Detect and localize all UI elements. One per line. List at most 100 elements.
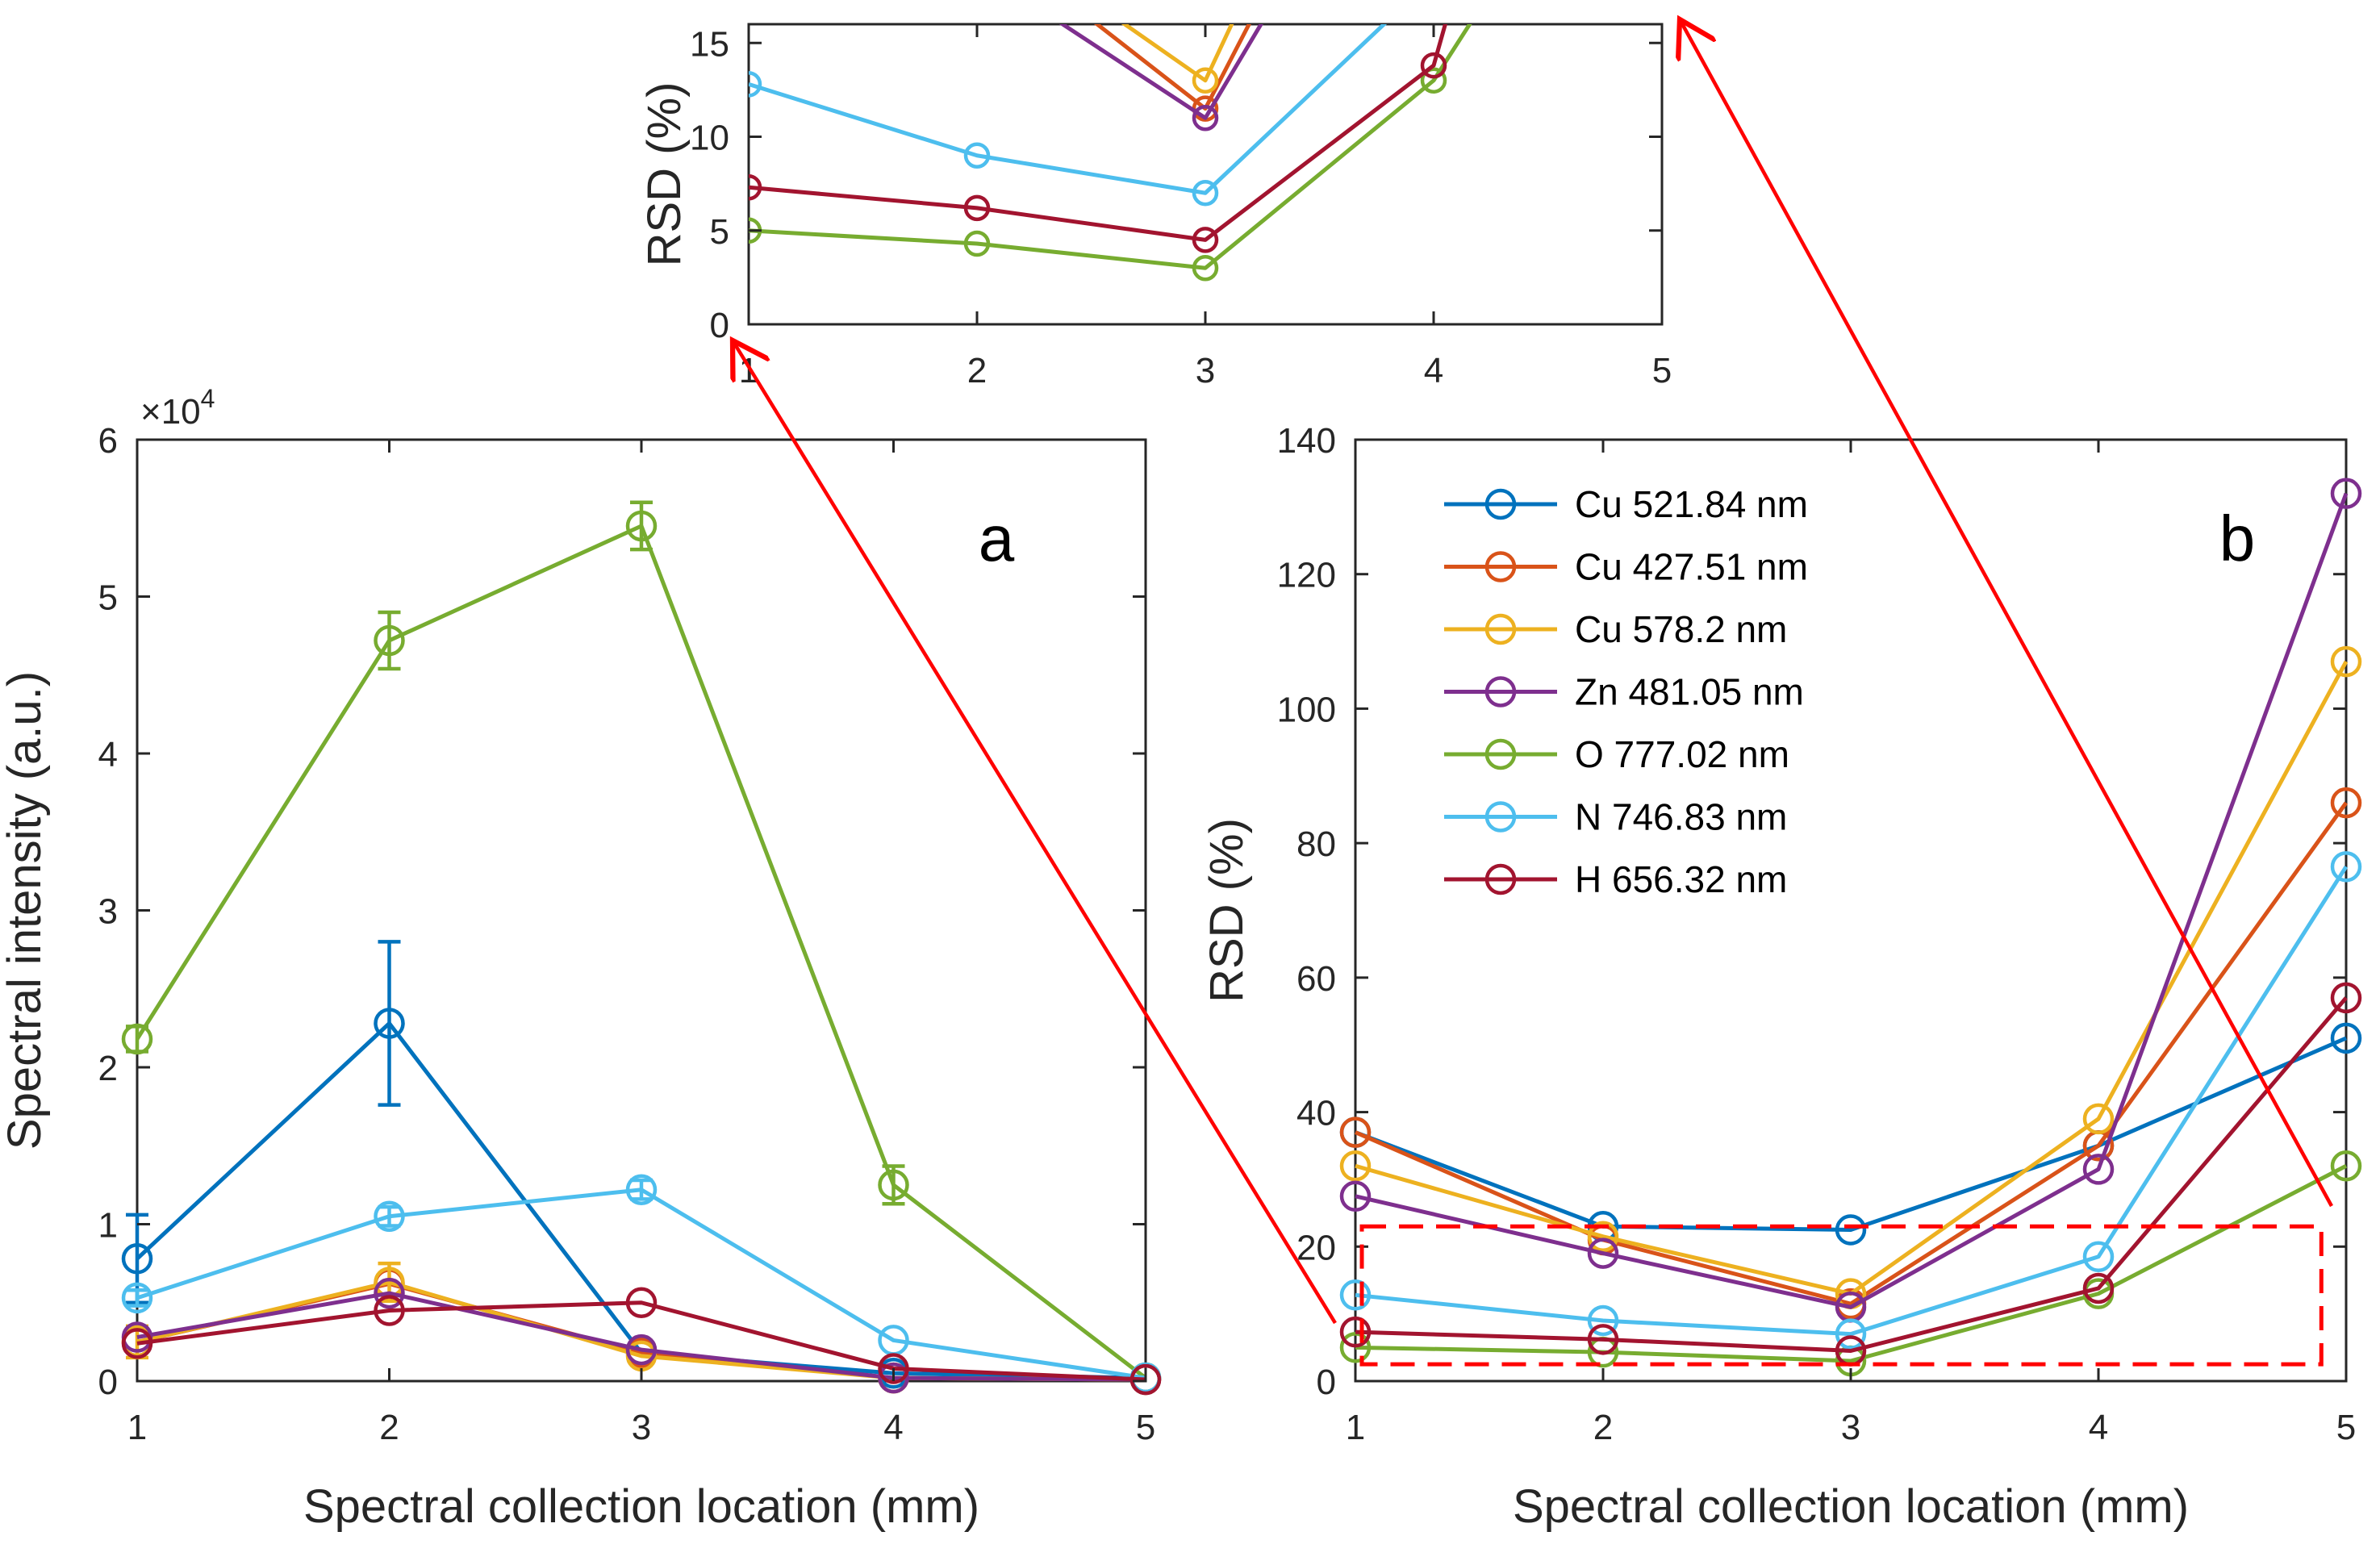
p-a-ytick-label: 3 [98,892,118,932]
p-b-data-point [1339,1150,1372,1182]
p-inset-ytick-label: 5 [710,212,729,252]
zoom-annotations [733,19,2333,1325]
p-inset-ytick-label: 0 [710,306,729,345]
p-b-legend-label: N 746.83 nm [1575,796,1787,838]
p-inset-xtick-label: 5 [1652,351,1672,390]
p-a-data-point [1129,1363,1162,1396]
p-a-series-5 [121,1174,1162,1394]
p-a-data-point [374,624,405,657]
p-b-series-5 [1339,851,2362,1350]
p-inset-series-6 [749,24,1448,253]
p-a-data-point [121,1023,153,1055]
p-inset-ylabel: RSD (%) [638,82,691,267]
p-a-ytick-label: 6 [98,421,118,461]
p-a-series-6 [121,1287,1162,1396]
p-b-ytick-label: 0 [1317,1363,1336,1402]
p-inset-series-line [1058,24,1263,120]
p-b-series-line [1355,865,2349,1337]
p-b-xtick-label: 5 [2336,1408,2356,1447]
p-inset-series-3 [1058,24,1263,131]
p-b-ytick-label: 80 [1296,824,1336,864]
p-a-xtick-label: 3 [632,1408,651,1447]
p-b-data-point [2082,1154,2115,1185]
p-b-data-point [1587,1221,1619,1253]
y-exponent-power: 4 [201,384,215,413]
p-b-data-point [2082,1241,2115,1273]
p-b-series-line [1355,996,2348,1353]
p-inset-series-line [749,24,1472,270]
p-b-ytick-label: 120 [1277,556,1336,595]
p-a-xtick-label: 1 [127,1408,147,1447]
p-a-letter: a [979,503,1015,574]
p-b-ytick-label: 140 [1277,421,1336,461]
p-b-data-point [1339,1316,1372,1348]
p-b-series-6 [1339,982,2362,1367]
p-b-ytick-label: 100 [1277,690,1336,729]
p-a-xlabel: Spectral collection location (mm) [303,1480,979,1533]
p-b-data-point [1587,1304,1619,1337]
p-a-ylabel: Spectral intensity (a.u.) [0,671,51,1150]
p-a-data-point [374,1277,405,1309]
p-a-ytick-label: 2 [98,1049,118,1088]
p-a-data-point [878,1169,909,1201]
p-b-legend-swatch-marker [1484,738,1517,770]
p-b-data-point [2330,982,2362,1014]
p-a-data-point [374,1200,405,1233]
p-a-y-exponent: ×104 [140,384,215,432]
p-inset-series-line [1093,24,1252,111]
p-inset-data-point [963,142,991,169]
p-inset-data-point [1192,180,1219,207]
p-b-xtick-label: 2 [1593,1408,1613,1447]
p-b-legend-label: O 777.02 nm [1575,733,1789,775]
p-a-data-point [878,1353,909,1384]
p-a-data-point [374,1295,405,1326]
p-inset-data-point [1420,52,1447,79]
p-a-ytick-label: 4 [98,735,118,774]
p-a-data-point [625,1287,658,1318]
panel-b-rsd-chart: 1 2 3 4 5 0 20 40 60 80 100 120 140 Spectral collecti… [1200,421,2362,1533]
p-inset-data-point [963,230,991,257]
p-b-legend-swatch-marker [1484,801,1517,833]
p-b-data-point [2330,1022,2362,1054]
p-b-xtick-label: 1 [1346,1408,1365,1447]
p-b-series-3 [1339,478,2362,1323]
p-b-data-layer [1339,478,2362,1377]
p-b-data-point [1587,1238,1619,1269]
p-b-ytick-label: 60 [1296,959,1336,999]
p-b-data-point [2330,787,2362,819]
p-b-legend-label: Cu 427.51 nm [1575,546,1808,588]
p-a-xtick-label: 4 [883,1408,903,1447]
zoom-arrow-right [1680,19,2333,1208]
p-a-ytick-label: 5 [98,578,118,618]
p-inset-ytick-label: 15 [690,24,729,64]
p-inset-data-point [1192,67,1219,94]
p-b-data-point [2330,851,2362,883]
p-a-plot-area [136,438,1147,1383]
p-a-series-line [136,1300,1146,1382]
p-b-legend: Cu 521.84 nm Cu 427.51 nm Cu 578.2 nm Zn 48… [1444,483,1808,900]
p-a-data-point [625,510,658,542]
p-b-xlabel: Spectral collection location (mm) [1513,1480,2189,1533]
p-b-data-point [1339,1180,1372,1212]
y-exponent-base: ×10 [140,392,201,432]
p-inset-data-point [749,174,762,201]
p-b-plot-area [1354,438,2348,1383]
p-inset-plot-area [747,23,1664,326]
p-b-ylabel: RSD (%) [1200,818,1253,1003]
p-a-data-point [121,1328,153,1359]
p-b-legend-swatch-marker [1484,551,1517,582]
p-b-data-point [1587,1324,1619,1355]
p-inset-data-point [963,194,991,222]
p-inset-data-layer [749,24,1472,282]
p-b-xtick-label: 4 [2089,1408,2108,1447]
p-b-data-point [2330,478,2362,509]
p-a-xtick-label: 5 [1136,1408,1155,1447]
p-a-data-point [625,1334,658,1366]
p-inset-series-line [749,24,1448,242]
p-a-data-point [374,1008,405,1039]
p-b-data-point [2330,1150,2362,1182]
p-a-data-point [121,1282,153,1314]
p-b-data-point [1835,1318,1867,1350]
p-b-legend-label: H 656.32 nm [1575,858,1787,900]
